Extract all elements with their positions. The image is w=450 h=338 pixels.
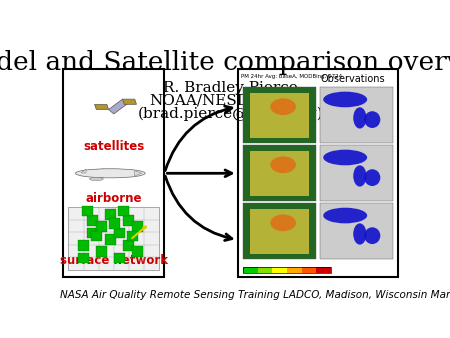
Polygon shape bbox=[135, 171, 142, 176]
Ellipse shape bbox=[270, 214, 296, 231]
Bar bbox=[77, 240, 89, 251]
Ellipse shape bbox=[364, 111, 380, 128]
FancyArrow shape bbox=[132, 226, 146, 239]
Bar bbox=[320, 203, 393, 259]
Polygon shape bbox=[122, 99, 136, 104]
Bar bbox=[114, 253, 125, 263]
Ellipse shape bbox=[270, 98, 296, 115]
Ellipse shape bbox=[364, 169, 380, 186]
Text: NOAA/NESDIS/STAR: NOAA/NESDIS/STAR bbox=[149, 94, 312, 108]
Bar bbox=[287, 267, 302, 273]
Bar bbox=[114, 228, 125, 238]
Text: R. Bradley Pierce: R. Bradley Pierce bbox=[163, 81, 298, 95]
Bar bbox=[243, 203, 316, 259]
Ellipse shape bbox=[323, 150, 367, 165]
Bar bbox=[238, 69, 398, 277]
Bar bbox=[250, 209, 309, 254]
Text: (brad.pierce@noaa.gov): (brad.pierce@noaa.gov) bbox=[138, 107, 324, 121]
Ellipse shape bbox=[90, 177, 104, 180]
Text: Observations: Observations bbox=[321, 74, 385, 84]
Bar bbox=[109, 218, 120, 229]
Polygon shape bbox=[82, 169, 104, 178]
Bar bbox=[243, 267, 257, 273]
Bar bbox=[132, 246, 143, 257]
Text: airborne: airborne bbox=[86, 192, 142, 205]
Bar bbox=[250, 151, 309, 196]
Bar bbox=[243, 145, 316, 201]
Bar bbox=[316, 267, 331, 273]
Bar bbox=[272, 267, 287, 273]
Bar bbox=[86, 215, 98, 226]
Bar bbox=[302, 267, 316, 273]
Ellipse shape bbox=[76, 169, 145, 178]
Bar bbox=[243, 267, 331, 273]
Bar bbox=[127, 231, 139, 241]
Bar bbox=[105, 209, 116, 220]
Ellipse shape bbox=[323, 208, 367, 223]
Bar bbox=[243, 87, 316, 143]
Bar bbox=[250, 93, 309, 138]
Bar bbox=[105, 234, 116, 245]
Bar bbox=[82, 206, 93, 217]
Ellipse shape bbox=[364, 227, 380, 244]
Ellipse shape bbox=[353, 223, 366, 245]
Bar bbox=[77, 253, 89, 263]
Bar bbox=[68, 207, 159, 270]
Polygon shape bbox=[81, 169, 86, 173]
Polygon shape bbox=[108, 99, 128, 114]
Bar bbox=[320, 145, 393, 201]
Bar bbox=[86, 228, 98, 238]
Bar bbox=[132, 221, 143, 232]
Bar bbox=[96, 221, 107, 232]
Text: satellites: satellites bbox=[83, 140, 144, 153]
Bar bbox=[118, 206, 129, 217]
Ellipse shape bbox=[270, 156, 296, 173]
Bar bbox=[123, 215, 134, 226]
Ellipse shape bbox=[353, 107, 366, 128]
Ellipse shape bbox=[353, 165, 366, 187]
Text: Model and Satellite comparison overview: Model and Satellite comparison overview bbox=[0, 50, 450, 75]
Bar bbox=[96, 246, 107, 257]
Text: PM 24hr Avg: baseA, MODBing, 0724: PM 24hr Avg: baseA, MODBing, 0724 bbox=[241, 74, 342, 79]
Bar bbox=[91, 231, 102, 241]
Text: surface network: surface network bbox=[60, 254, 168, 267]
Bar bbox=[320, 87, 393, 143]
Bar bbox=[257, 267, 272, 273]
Bar bbox=[63, 69, 164, 277]
Bar bbox=[123, 240, 134, 251]
Ellipse shape bbox=[323, 92, 367, 107]
Polygon shape bbox=[94, 104, 108, 110]
Text: NASA Air Quality Remote Sensing Training LADCO, Madison, Wisconsin March 12 – 15: NASA Air Quality Remote Sensing Training… bbox=[60, 290, 450, 299]
